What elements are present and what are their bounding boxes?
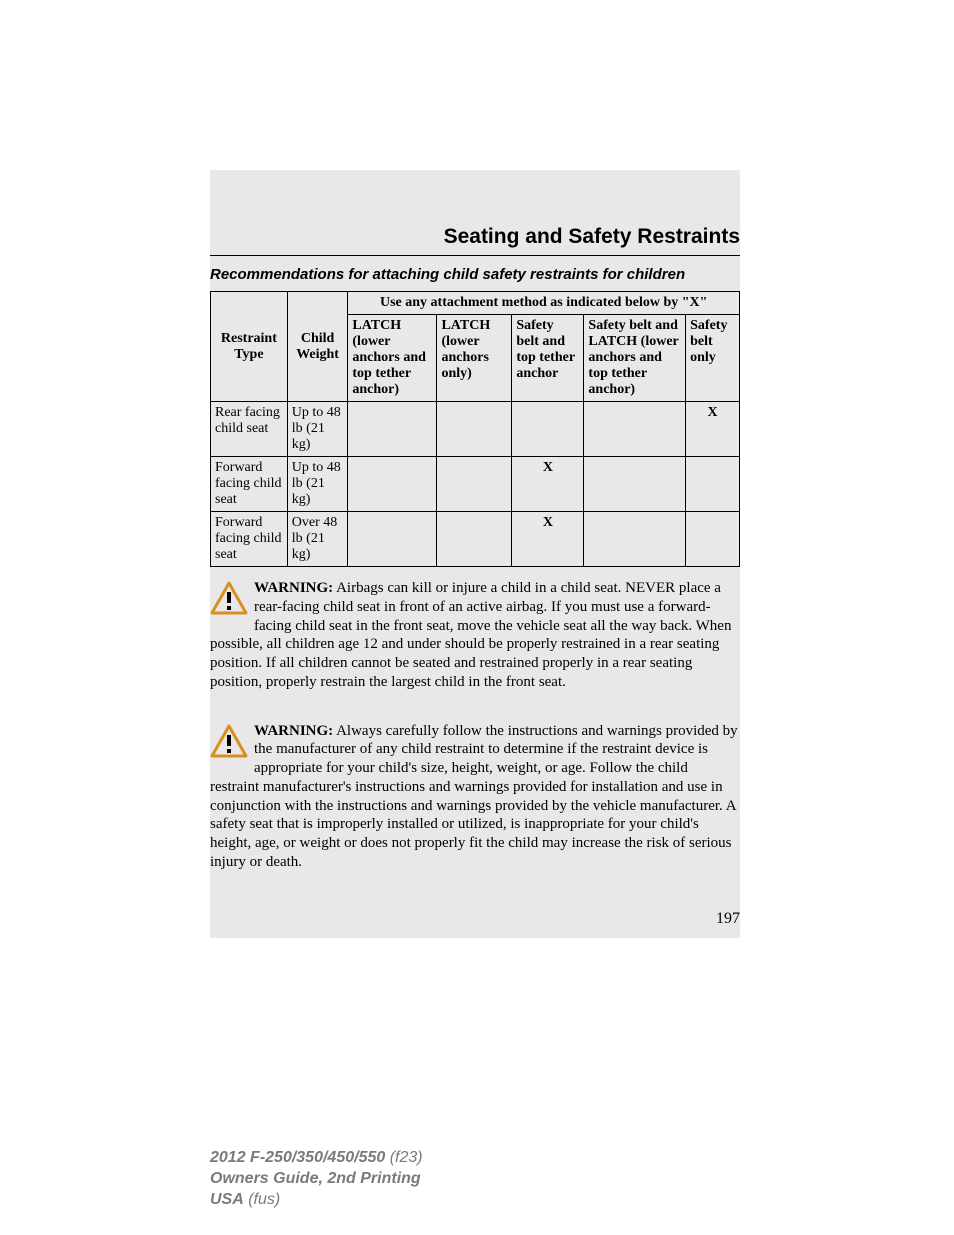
th-restraint-type: Restraint Type bbox=[211, 292, 288, 402]
cell-c5 bbox=[686, 512, 740, 567]
cell-c4 bbox=[584, 457, 686, 512]
page-number: 197 bbox=[210, 910, 740, 938]
warning-text: WARNING: Always carefully follow the ins… bbox=[210, 723, 738, 870]
cell-c1 bbox=[348, 402, 437, 457]
cell-rt: Rear facing child seat bbox=[211, 402, 288, 457]
cell-c2 bbox=[437, 402, 512, 457]
th-child-weight: Child Weight bbox=[287, 292, 348, 402]
subheading: Recommendations for attaching child safe… bbox=[210, 266, 740, 283]
cell-c3: X bbox=[512, 457, 584, 512]
footer-region: USA bbox=[210, 1191, 244, 1208]
table-row: Forward facing child seat Over 48 lb (21… bbox=[211, 512, 740, 567]
warning-text: WARNING: Airbags can kill or injure a ch… bbox=[210, 580, 731, 690]
cell-c2 bbox=[437, 457, 512, 512]
cell-cw: Over 48 lb (21 kg) bbox=[287, 512, 348, 567]
cell-c1 bbox=[348, 512, 437, 567]
cell-c3: X bbox=[512, 512, 584, 567]
table-row: Rear facing child seat Up to 48 lb (21 k… bbox=[211, 402, 740, 457]
cell-rt: Forward facing child seat bbox=[211, 457, 288, 512]
cell-c1 bbox=[348, 457, 437, 512]
footer-line-3: USA (fus) bbox=[210, 1190, 423, 1211]
footer-line-2: Owners Guide, 2nd Printing bbox=[210, 1169, 423, 1190]
th-colgroup: Use any attachment method as indicated b… bbox=[348, 292, 740, 315]
section-title: Seating and Safety Restraints bbox=[210, 170, 740, 256]
table-header-row-1: Restraint Type Child Weight Use any atta… bbox=[211, 292, 740, 315]
th-col4: Safety belt and LATCH (lower anchors and… bbox=[584, 315, 686, 402]
footer: 2012 F-250/350/450/550 (f23) Owners Guid… bbox=[210, 1148, 423, 1210]
warning-icon bbox=[210, 581, 248, 621]
warning-body: Always carefully follow the instructions… bbox=[210, 723, 738, 870]
footer-model: 2012 F-250/350/450/550 bbox=[210, 1149, 385, 1166]
warning-label: WARNING: bbox=[254, 580, 333, 596]
cell-c5: X bbox=[686, 402, 740, 457]
footer-region-code: (fus) bbox=[244, 1191, 280, 1208]
warning-icon bbox=[210, 724, 248, 764]
cell-c4 bbox=[584, 402, 686, 457]
page-content: Seating and Safety Restraints Recommenda… bbox=[210, 170, 740, 938]
cell-c2 bbox=[437, 512, 512, 567]
table-row: Forward facing child seat Up to 48 lb (2… bbox=[211, 457, 740, 512]
warning-label: WARNING: bbox=[254, 723, 333, 739]
th-col3: Safety belt and top tether anchor bbox=[512, 315, 584, 402]
cell-c5 bbox=[686, 457, 740, 512]
warning-body: Airbags can kill or injure a child in a … bbox=[210, 580, 731, 690]
warning-block: WARNING: Airbags can kill or injure a ch… bbox=[210, 579, 740, 706]
restraint-table: Restraint Type Child Weight Use any atta… bbox=[210, 291, 740, 567]
footer-code: (f23) bbox=[385, 1149, 422, 1166]
cell-c4 bbox=[584, 512, 686, 567]
cell-cw: Up to 48 lb (21 kg) bbox=[287, 402, 348, 457]
cell-cw: Up to 48 lb (21 kg) bbox=[287, 457, 348, 512]
warning-block: WARNING: Always carefully follow the ins… bbox=[210, 722, 740, 886]
cell-c3 bbox=[512, 402, 584, 457]
th-col5: Safety belt only bbox=[686, 315, 740, 402]
cell-rt: Forward facing child seat bbox=[211, 512, 288, 567]
footer-line-1: 2012 F-250/350/450/550 (f23) bbox=[210, 1148, 423, 1169]
th-col2: LATCH (lower anchors only) bbox=[437, 315, 512, 402]
th-col1: LATCH (lower anchors and top tether anch… bbox=[348, 315, 437, 402]
